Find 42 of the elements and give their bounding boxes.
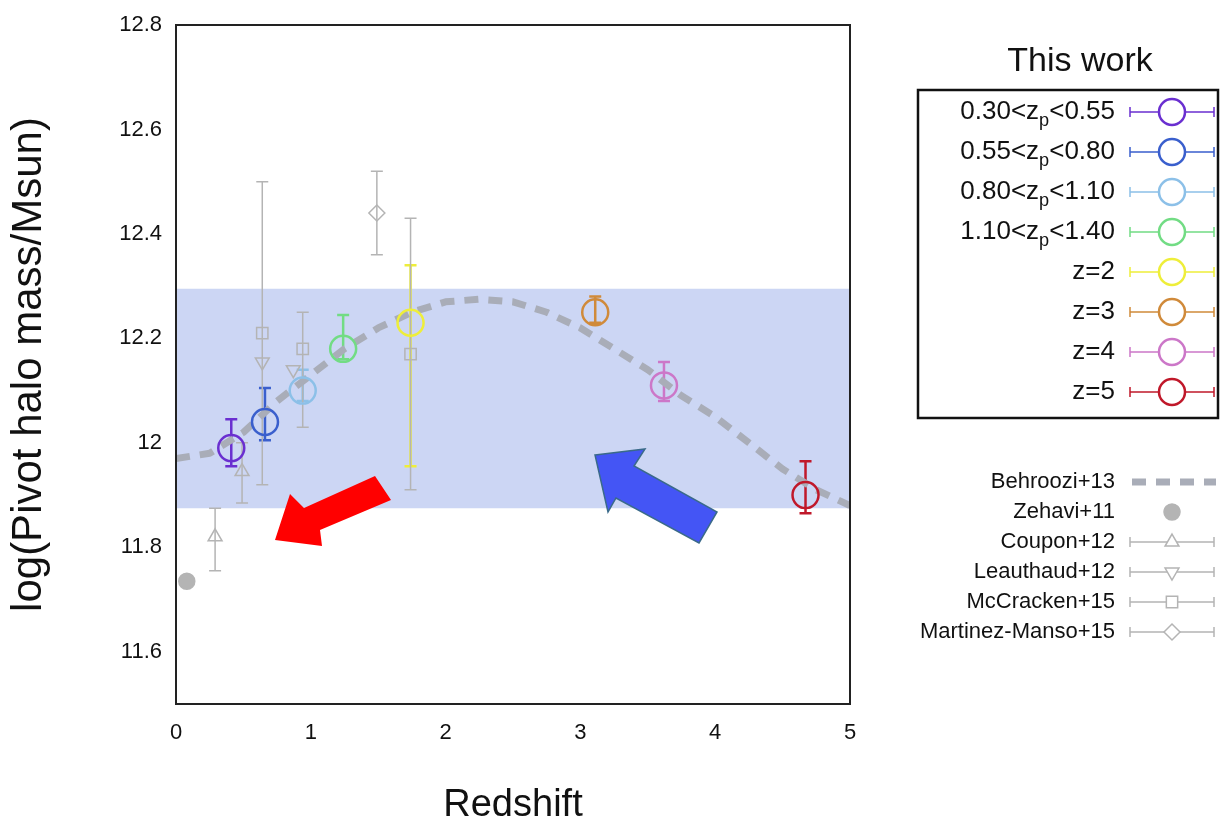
legend-label: z=5 [1072,375,1116,406]
legend-label: McCracken+15 [966,588,1116,614]
y-tick-label: 11.8 [120,533,162,559]
point [217,433,246,463]
point [207,528,223,542]
legend-label: Behroozi+13 [990,468,1116,494]
point [288,376,317,405]
x-tick-label: 4 [709,719,722,745]
point [404,347,417,361]
x-tick-label: 2 [439,719,452,745]
point [791,480,820,510]
x-tick-label: 1 [304,719,317,745]
x-axis-title: Redshift [443,781,584,824]
legend-label: Leauthaud+12 [973,558,1116,584]
x-tick-label: 0 [169,719,183,745]
y-tick-label: 11.6 [120,637,162,663]
point [296,342,310,356]
point [234,462,250,477]
point [285,364,301,379]
point [250,407,280,437]
y-tick-label: 12.4 [119,219,162,245]
point [178,572,196,591]
point [580,298,610,327]
point [396,308,425,337]
y-tick-label: 12.8 [119,11,162,37]
y-tick-label: 12.6 [119,115,162,141]
point [649,371,679,400]
x-tick-label: 3 [574,719,587,745]
legend-title: This work [1007,40,1154,79]
legend-label: z=4 [1072,335,1116,366]
legend-label: z=3 [1072,295,1116,326]
legend-label: z=2 [1072,255,1116,286]
y-axis-title: log(Pivot halo mass/Msun) [2,117,50,612]
x-tick-label: 5 [843,719,857,745]
legend-label: Coupon+12 [1000,528,1116,554]
point [328,334,358,364]
y-tick-label: 12 [137,428,162,454]
legend-label: Zehavi+11 [1013,498,1115,524]
point [368,204,386,222]
point [255,326,269,340]
y-tick-label: 12.2 [119,324,162,350]
legend-label: Martinez-Manso+15 [919,618,1116,644]
